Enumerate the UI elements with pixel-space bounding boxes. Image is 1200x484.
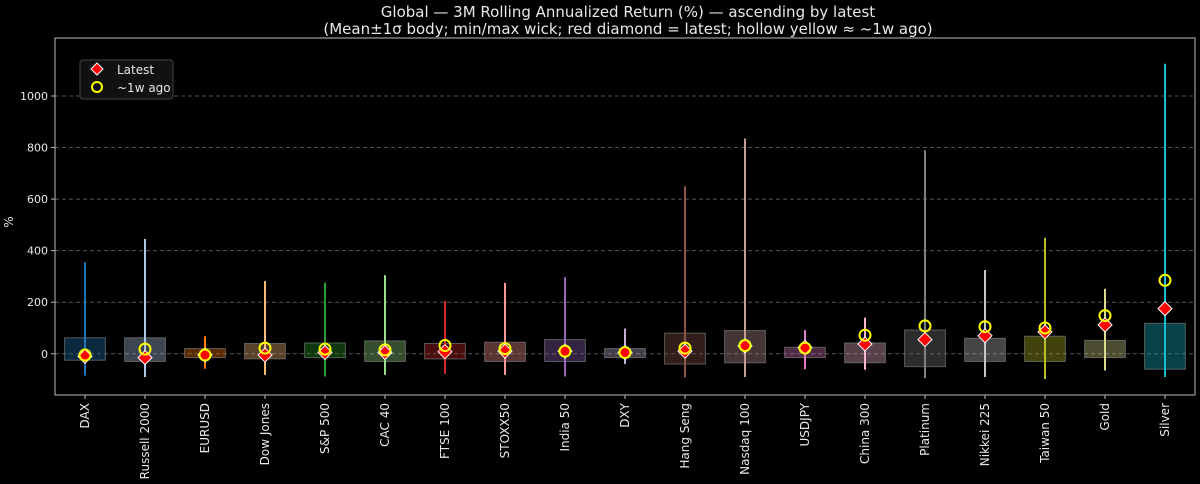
legend-week-ago: ~1w ago: [117, 81, 171, 95]
latest-marker: [857, 336, 873, 352]
week-ago-marker: [978, 320, 992, 334]
week-ago-marker: [498, 342, 512, 356]
x-tick-label: EURUSD: [198, 403, 212, 453]
plot-frame: [54, 37, 1196, 396]
latest-marker: [977, 328, 993, 344]
week-ago-marker: [258, 341, 272, 355]
x-tick-label: CAC 40: [378, 403, 392, 447]
latest-marker: [1157, 300, 1173, 317]
legend: Latest ~1w ago: [79, 59, 174, 100]
x-tick-label: S&P 500: [318, 403, 332, 454]
y-tick-label: 800: [27, 142, 48, 155]
chart-title: Global — 3M Rolling Annualized Return (%…: [381, 3, 876, 21]
week-ago-marker: [558, 344, 572, 358]
x-tick-label: Gold: [1098, 403, 1112, 431]
week-ago-marker: [678, 341, 692, 355]
week-ago-marker: [138, 342, 152, 356]
week-ago-marker: [318, 342, 332, 356]
week-ago-marker: [378, 343, 392, 357]
y-tick-label: 1000: [20, 90, 48, 103]
y-axis-label: %: [2, 216, 16, 227]
legend-latest: Latest: [117, 63, 154, 77]
week-ago-marker: [438, 339, 452, 353]
x-tick-label: DXY: [618, 402, 632, 427]
x-tick-label: China 300: [858, 403, 872, 464]
y-tick-label: 400: [27, 245, 48, 258]
week-ago-marker: [858, 328, 872, 342]
week-ago-marker: [738, 339, 752, 353]
week-ago-marker: [78, 348, 92, 362]
x-tick-label: DAX: [78, 403, 92, 428]
week-ago-marker: [918, 319, 932, 333]
week-ago-marker: [618, 345, 632, 359]
x-tick-label: Nasdaq 100: [738, 403, 752, 475]
x-tick-label: FTSE 100: [438, 403, 452, 459]
x-tick-label: Dow Jones: [258, 403, 272, 465]
week-ago-marker: [1038, 321, 1052, 335]
week-ago-marker: [1098, 309, 1112, 323]
x-tick-label: STOXX50: [498, 403, 512, 458]
legend-diamond-icon: [90, 62, 104, 76]
chart-subtitle: (Mean±1σ body; min/max wick; red diamond…: [323, 20, 932, 38]
y-tick-label: 0: [41, 348, 48, 361]
x-tick-label: Platinum: [918, 403, 932, 456]
x-tick-label: Russell 2000: [138, 403, 152, 479]
week-ago-marker: [1158, 273, 1172, 287]
x-tick-label: Taiwan 50: [1038, 403, 1052, 464]
y-tick-label: 600: [27, 193, 48, 206]
latest-marker: [1097, 317, 1113, 333]
x-tick-label: USDJPY: [798, 402, 812, 446]
x-tick-label: Nikkei 225: [978, 403, 992, 466]
x-tick-label: India 50: [558, 403, 572, 452]
y-tick-label: 200: [27, 296, 48, 309]
x-tick-label: Silver: [1158, 403, 1172, 437]
week-ago-marker: [198, 348, 212, 362]
latest-marker: [917, 331, 933, 348]
legend-circle-icon: [91, 81, 103, 93]
x-tick-label: Hang Seng: [678, 403, 692, 469]
week-ago-marker: [798, 341, 812, 355]
